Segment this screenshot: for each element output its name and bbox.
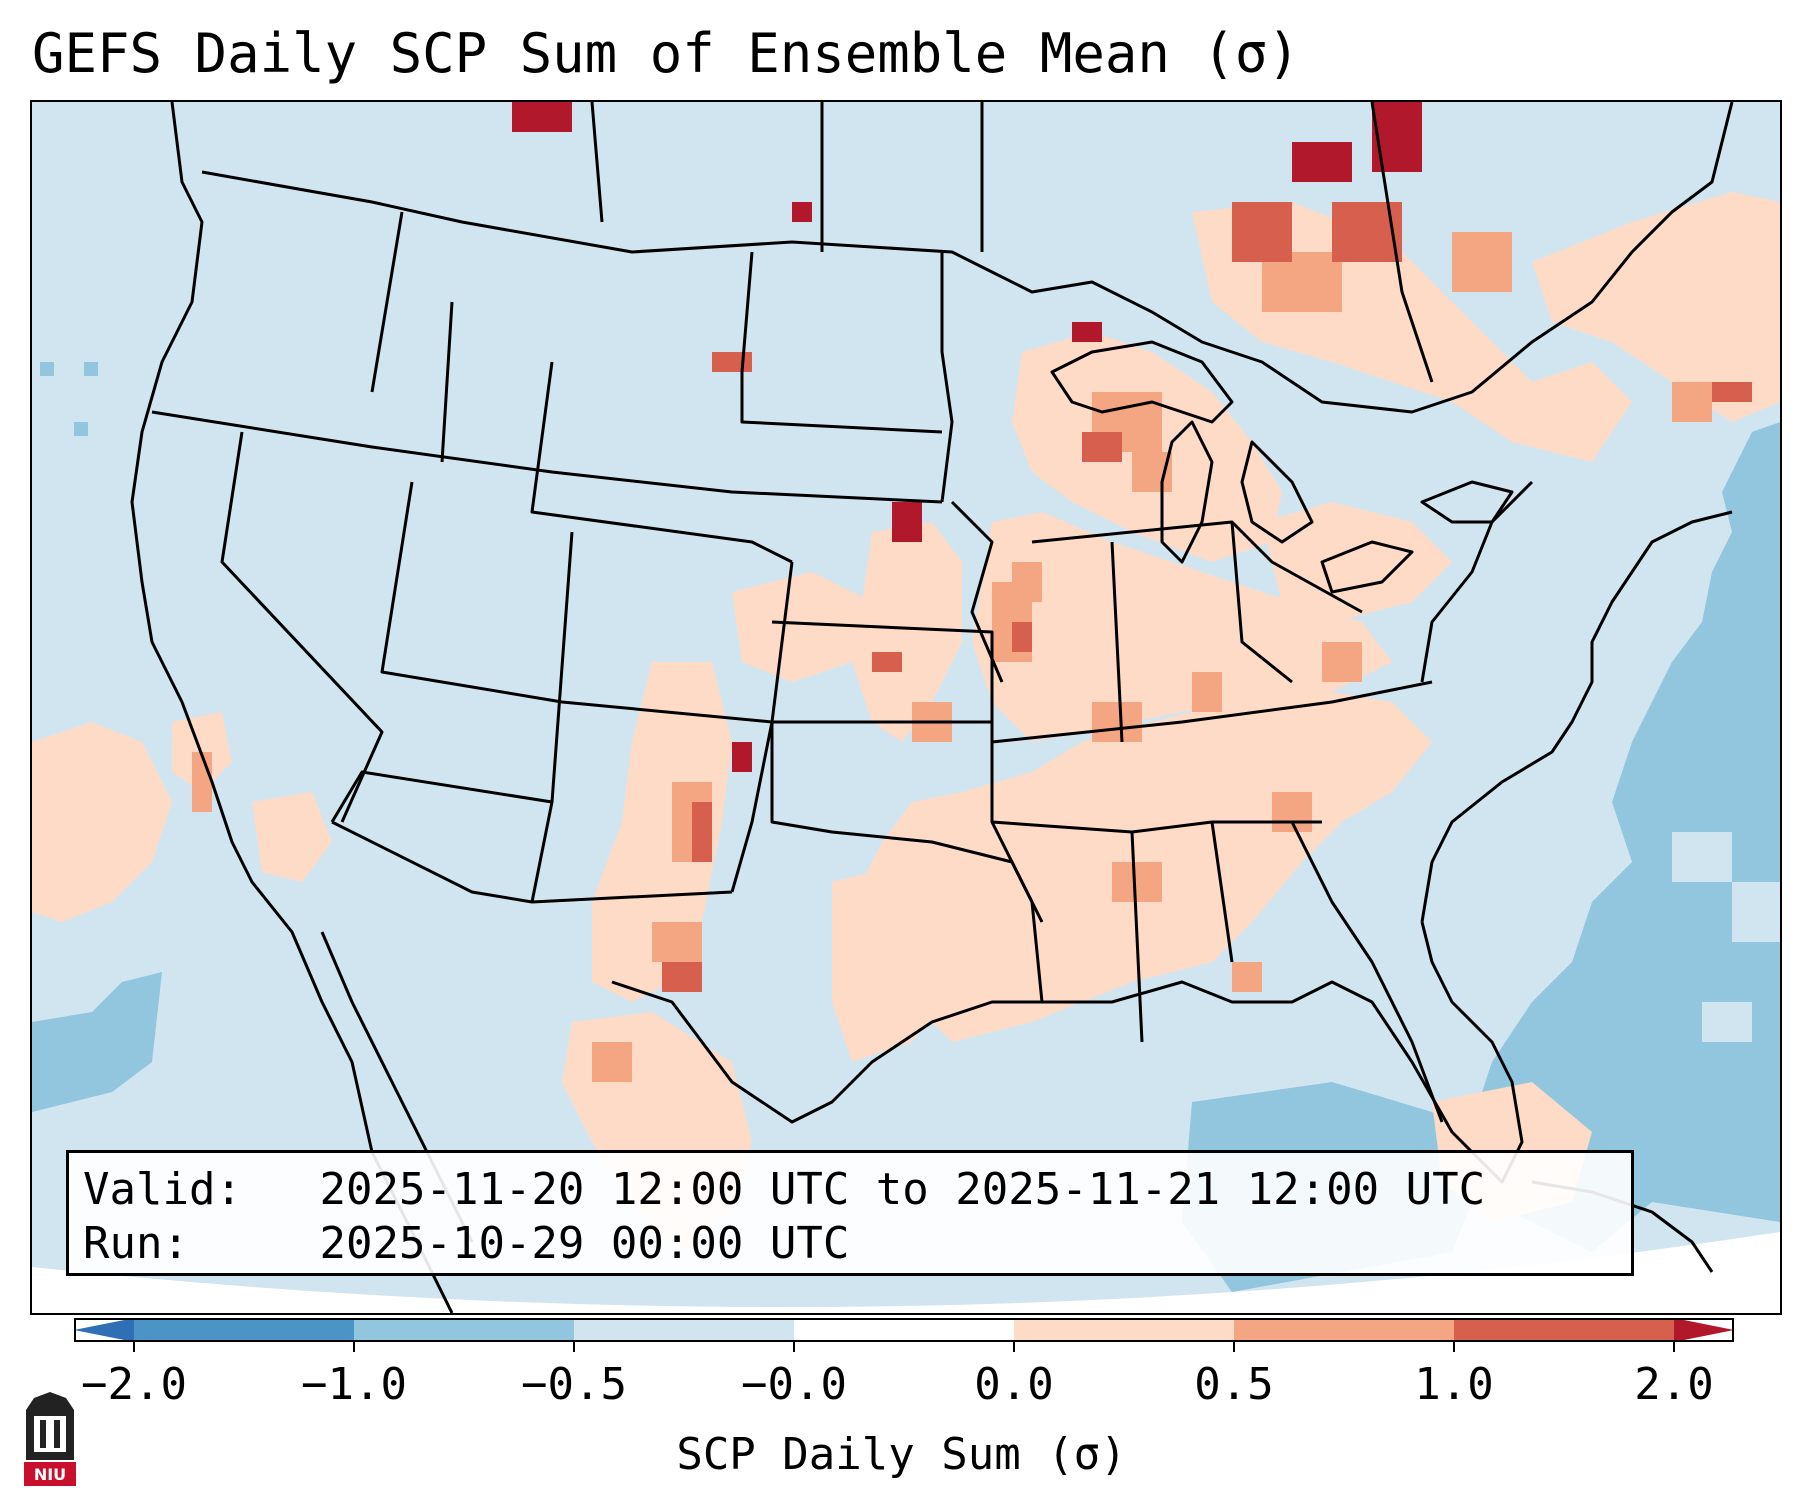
colorbar-bin bbox=[1234, 1318, 1455, 1342]
run-row: Run: 2025-10-29 00:00 UTC bbox=[83, 1217, 1617, 1271]
niu-logo: NIU bbox=[24, 1392, 76, 1486]
colorbar-bin bbox=[1454, 1318, 1675, 1342]
colorbar-tick-mark bbox=[793, 1340, 795, 1352]
map-panel bbox=[30, 100, 1782, 1315]
valid-row: Valid: 2025-11-20 12:00 UTC to 2025-11-2… bbox=[83, 1163, 1617, 1217]
colorbar-tick-label: 1.0 bbox=[1414, 1359, 1494, 1410]
colorbar-bin bbox=[794, 1318, 1015, 1342]
colorbar-label: SCP Daily Sum (σ) bbox=[676, 1429, 1127, 1480]
colorbar-bin bbox=[134, 1318, 355, 1342]
colorbar-bin bbox=[574, 1318, 795, 1342]
logo-badge bbox=[24, 1462, 76, 1486]
map-canvas bbox=[32, 102, 1780, 1313]
colorbar-tick-mark bbox=[573, 1340, 575, 1352]
colorbar-tick-mark bbox=[1673, 1340, 1675, 1352]
colorbar-bin bbox=[354, 1318, 575, 1342]
positive-anomaly-strong bbox=[662, 202, 1752, 992]
colorbar-tick-mark bbox=[1233, 1340, 1235, 1352]
colorbar-bin-under bbox=[74, 1318, 134, 1342]
colorbar-tick-label: 2.0 bbox=[1634, 1359, 1714, 1410]
colorbar-bin-over bbox=[1674, 1318, 1734, 1342]
run-label: Run: bbox=[83, 1218, 189, 1269]
colorbar-tick-mark bbox=[353, 1340, 355, 1352]
colorbar-tick-label: 0.5 bbox=[1194, 1359, 1274, 1410]
colorbar-tick-label: −1.0 bbox=[301, 1359, 407, 1410]
out-of-domain-corner bbox=[32, 1232, 1780, 1313]
valid-run-info-box: Valid: 2025-11-20 12:00 UTC to 2025-11-2… bbox=[66, 1150, 1634, 1276]
colorbar-tick-mark bbox=[1013, 1340, 1015, 1352]
colorbar-tick-mark bbox=[133, 1340, 135, 1352]
logo-text: NIU bbox=[34, 1465, 66, 1484]
valid-value: 2025-11-20 12:00 UTC to 2025-11-21 12:00… bbox=[319, 1164, 1486, 1215]
colorbar-outline bbox=[74, 1318, 1734, 1342]
colorbar-tick-label: −0.5 bbox=[521, 1359, 627, 1410]
positive-anomaly-medium bbox=[192, 232, 1712, 1082]
colorbar bbox=[74, 1318, 1734, 1342]
state-and-coast-lines bbox=[130, 102, 1734, 1313]
colorbar-tick-label: −0.0 bbox=[741, 1359, 847, 1410]
run-value: 2025-10-29 00:00 UTC bbox=[319, 1218, 850, 1269]
colorbar-bin bbox=[1014, 1318, 1235, 1342]
colorbar-tick-label: 0.0 bbox=[974, 1359, 1054, 1410]
chart-title: GEFS Daily SCP Sum of Ensemble Mean (σ) bbox=[32, 22, 1300, 85]
pacific-negative-anomaly bbox=[32, 362, 162, 1112]
colorbar-tick-label: −2.0 bbox=[81, 1359, 187, 1410]
colorbar-tick-mark bbox=[1453, 1340, 1455, 1352]
logo-window bbox=[34, 1416, 66, 1452]
colorbar-bins bbox=[74, 1318, 1734, 1342]
colorbar-ticks: −2.0 −1.0 −0.5 −0.0 0.0 0.5 1.0 2.0 bbox=[0, 1340, 1803, 1420]
valid-label: Valid: bbox=[83, 1164, 242, 1215]
